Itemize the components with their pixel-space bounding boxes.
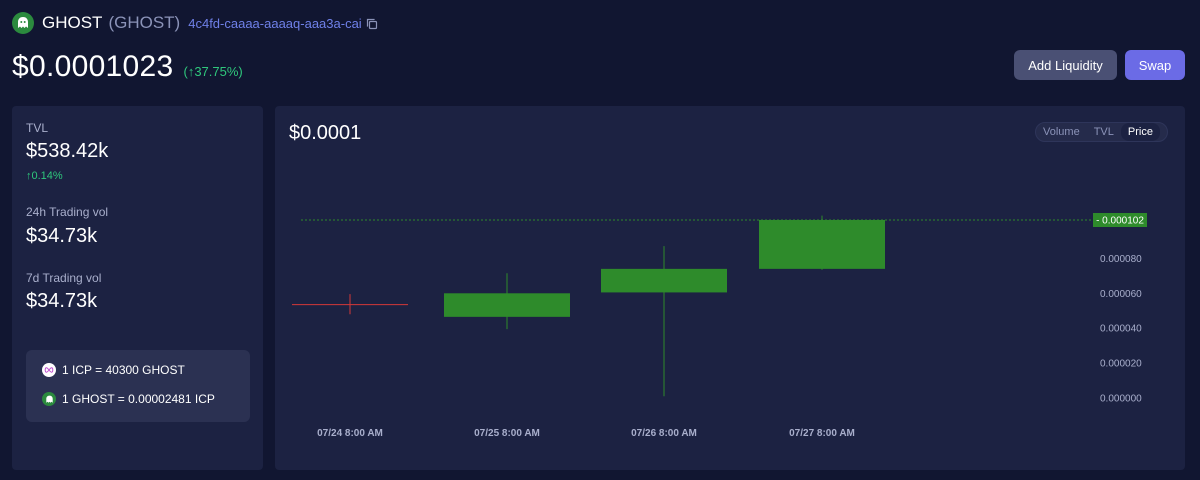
add-liquidity-button[interactable]: Add Liquidity [1014,50,1117,80]
token-symbol: (GHOST) [108,13,181,32]
tvl-change: ↑0.14% [26,170,63,182]
x-tick-label: 07/25 8:00 AM [474,428,540,439]
tab-price[interactable]: Price [1120,123,1160,141]
ghost-rate-row: 1 GHOST = 0.00002481 ICP [42,392,215,406]
chart-tabs: Volume TVL Price [1035,122,1168,142]
candle-body [601,268,727,293]
token-header: GHOST (GHOST) 4c4fd-caaaa-aaaaq-aaa3a-ca… [12,12,378,34]
current-price: $0.0001023 [12,50,174,83]
tvl-value: $538.42k [26,140,109,162]
candle-body [759,220,885,269]
vol24-label: 24h Trading vol [26,205,109,219]
vol7-value: $34.73k [26,290,98,312]
y-tick-label: 0.000020 [1100,359,1142,370]
tab-tvl[interactable]: TVL [1093,126,1114,138]
vol7-label: 7d Trading vol [26,271,102,285]
x-tick-label: 07/24 8:00 AM [317,428,383,439]
candle-body [444,293,570,317]
y-tick-label: 0.000000 [1100,394,1142,405]
chart-panel: - 0.000102 0.000080 0.000060 0.000040 0.0000… [275,106,1185,470]
ghost-rate-text: 1 GHOST = 0.00002481 ICP [62,392,215,406]
price-change: (↑37.75%) [183,64,243,79]
y-tick-label: 0.000060 [1100,289,1142,300]
stats-panel: TVL $538.42k ↑0.14% 24h Trading vol $34.… [12,106,263,470]
tvl-label: TVL [26,121,49,135]
canister-id-link[interactable]: 4c4fd-caaaa-aaaaq-aaa3a-cai [188,15,362,31]
current-price-tag-label: - 0.000102 [1096,216,1144,227]
y-tick-label: 0.000040 [1100,324,1142,335]
icp-token-icon [42,363,56,377]
current-price-tag [1093,213,1147,227]
ghost-token-icon [42,392,56,406]
exchange-rates: 1 ICP = 40300 GHOST 1 GHOST = 0.00002481… [26,350,250,422]
vol24-value: $34.73k [26,225,98,247]
swap-button[interactable]: Swap [1125,50,1185,80]
x-tick-label: 07/26 8:00 AM [631,428,697,439]
x-tick-label: 07/27 8:00 AM [789,428,855,439]
icp-rate-row: 1 ICP = 40300 GHOST [42,363,185,377]
price-row: $0.0001023 (↑37.75%) [12,50,243,84]
token-name: GHOST [42,13,103,32]
chart-price: $0.0001 [289,122,362,144]
copy-icon[interactable] [366,17,378,30]
price-chart[interactable]: - 0.000102 0.000080 0.000060 0.000040 0.0000… [275,106,1185,470]
y-tick-label: 0.000080 [1100,254,1142,265]
icp-rate-text: 1 ICP = 40300 GHOST [62,363,185,377]
tab-volume[interactable]: Volume [1043,126,1080,138]
ghost-token-icon [12,12,34,34]
